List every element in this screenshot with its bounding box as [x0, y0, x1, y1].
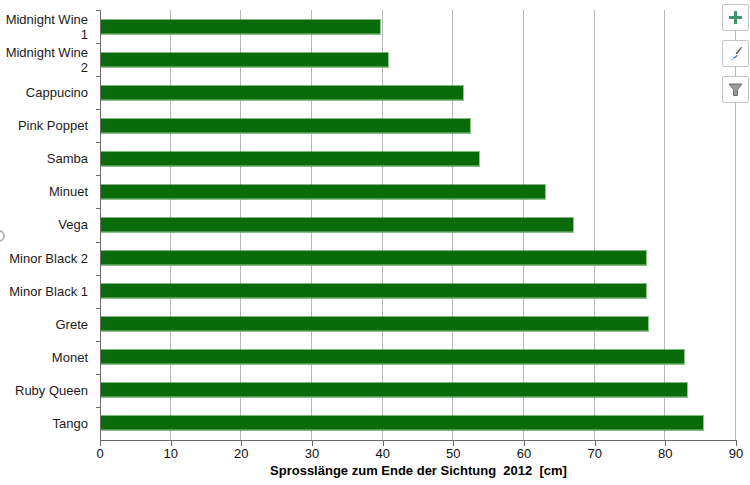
- y-axis-tick: [96, 407, 100, 408]
- x-tick-label: 20: [234, 446, 248, 461]
- y-axis-tick: [96, 76, 100, 77]
- paintbrush-icon: [728, 46, 744, 62]
- category-label: Cappucino: [0, 76, 94, 109]
- y-axis: [100, 10, 101, 441]
- y-axis-tick: [96, 109, 100, 110]
- bar-row: [100, 407, 736, 440]
- bar: [101, 416, 704, 431]
- bar-row: [100, 275, 736, 308]
- category-label: Tango: [0, 407, 94, 440]
- bar-row: [100, 374, 736, 407]
- bar: [101, 217, 574, 232]
- y-axis-tick: [96, 242, 100, 243]
- category-label: Ruby Queen: [0, 374, 94, 407]
- bar: [101, 85, 464, 100]
- y-axis-tick: [96, 142, 100, 143]
- bar-row: [100, 308, 736, 341]
- category-label: Minor Black 2: [0, 242, 94, 275]
- x-tick-label: 90: [729, 446, 743, 461]
- y-axis-tick: [96, 43, 100, 44]
- category-label: Pink Poppet: [0, 109, 94, 142]
- bar-row: [100, 142, 736, 175]
- bar-row: [100, 208, 736, 241]
- category-label: Grete: [0, 308, 94, 341]
- bar-row: [100, 175, 736, 208]
- x-tick-label: 30: [305, 446, 319, 461]
- bar-row: [100, 76, 736, 109]
- y-axis-tick: [96, 10, 100, 11]
- chart-canvas: Midnight Wine 1Midnight Wine 2CappucinoP…: [0, 0, 750, 485]
- bar-row: [100, 109, 736, 142]
- filter-button[interactable]: [722, 76, 749, 103]
- bar: [101, 350, 685, 365]
- funnel-icon: [728, 83, 743, 97]
- y-axis-tick: [96, 175, 100, 176]
- bar: [101, 19, 381, 34]
- y-axis-tick: [96, 308, 100, 309]
- bar: [101, 317, 649, 332]
- bar-row: [100, 242, 736, 275]
- bar-row: [100, 10, 736, 43]
- bar: [101, 383, 688, 398]
- category-label: Monet: [0, 341, 94, 374]
- category-label: Samba: [0, 142, 94, 175]
- bar: [101, 151, 480, 166]
- bar: [101, 251, 647, 266]
- x-tick-label: 50: [446, 446, 460, 461]
- bar-layer: [100, 10, 736, 440]
- category-label: Vega: [0, 208, 94, 241]
- y-axis-tick: [96, 341, 100, 342]
- corner-resize-mark: [743, 0, 750, 2]
- x-axis-title: Sprosslänge zum Ende der Sichtung 2012 […: [100, 463, 737, 478]
- category-label: Minuet: [0, 175, 94, 208]
- x-tick-label: 70: [587, 446, 601, 461]
- x-tick-labels: 0102030405060708090: [100, 446, 737, 461]
- bar: [101, 184, 546, 199]
- bar: [101, 118, 471, 133]
- y-axis-tick: [96, 275, 100, 276]
- x-tick-label: 80: [658, 446, 672, 461]
- x-tick-label: 0: [96, 446, 103, 461]
- add-button[interactable]: [722, 4, 749, 31]
- y-axis-tick: [96, 374, 100, 375]
- bar: [101, 52, 389, 67]
- x-tick-label: 10: [163, 446, 177, 461]
- plus-icon: [728, 10, 743, 25]
- bar-row: [100, 341, 736, 374]
- x-tick-label: 40: [375, 446, 389, 461]
- category-axis-labels: Midnight Wine 1Midnight Wine 2CappucinoP…: [0, 10, 94, 440]
- x-tick-label: 60: [517, 446, 531, 461]
- y-axis-tick: [96, 208, 100, 209]
- bar-row: [100, 43, 736, 76]
- category-label: Midnight Wine 2: [0, 43, 94, 76]
- x-axis: [100, 440, 737, 441]
- bar: [101, 284, 647, 299]
- style-button[interactable]: [722, 40, 749, 67]
- category-label: Midnight Wine 1: [0, 10, 94, 43]
- category-label: Minor Black 1: [0, 275, 94, 308]
